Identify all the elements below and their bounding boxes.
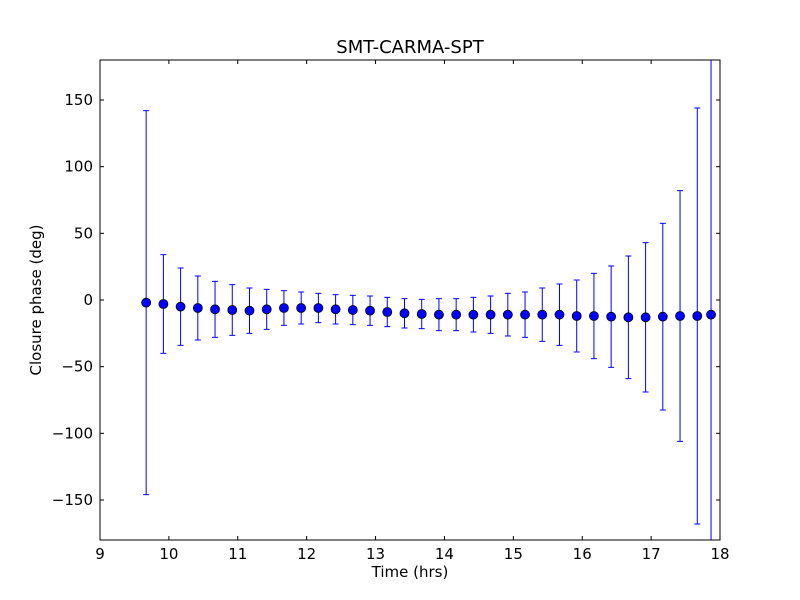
y-tick-label: 0 bbox=[83, 291, 93, 309]
data-point-23 bbox=[537, 309, 548, 320]
data-point-17 bbox=[434, 309, 444, 320]
data-point-18 bbox=[451, 309, 462, 320]
data-point-12 bbox=[347, 305, 358, 315]
y-tick-label: −100 bbox=[52, 424, 93, 442]
y-tick-label: 150 bbox=[64, 91, 93, 109]
x-tick-label: 15 bbox=[504, 545, 523, 563]
x-tick-label: 10 bbox=[159, 545, 178, 563]
x-tick-label: 11 bbox=[228, 545, 247, 563]
data-point-0 bbox=[141, 297, 152, 308]
data-point-24 bbox=[554, 309, 565, 320]
data-point-13 bbox=[365, 305, 375, 316]
data-point-15 bbox=[399, 308, 410, 319]
data-point-4 bbox=[210, 304, 220, 315]
data-point-29 bbox=[640, 312, 651, 323]
data-point-3 bbox=[192, 303, 203, 313]
x-tick-label: 18 bbox=[710, 545, 729, 563]
x-tick-label: 9 bbox=[95, 545, 105, 563]
y-tick-label: −150 bbox=[52, 491, 93, 509]
chart-title: SMT-CARMA-SPT bbox=[336, 37, 484, 58]
x-axis-label: Time (hrs) bbox=[371, 563, 449, 581]
y-tick-label: 100 bbox=[64, 158, 93, 176]
data-point-22 bbox=[520, 309, 530, 320]
data-point-19 bbox=[468, 309, 479, 320]
y-axis-ticks: −150 −100 −50 0 50 100 150 bbox=[52, 91, 720, 509]
data-point-28 bbox=[623, 312, 634, 323]
data-point-31 bbox=[675, 311, 685, 321]
y-axis-label: Closure phase (deg) bbox=[27, 225, 45, 376]
x-tick-label: 14 bbox=[435, 545, 454, 563]
data-point-25 bbox=[571, 311, 582, 321]
x-axis-ticks: 9 10 11 12 13 14 15 16 17 18 bbox=[95, 60, 730, 563]
data-point-5 bbox=[227, 305, 238, 315]
x-tick-label: 16 bbox=[573, 545, 592, 563]
data-point-16 bbox=[416, 309, 427, 319]
data-point-1 bbox=[158, 299, 169, 309]
data-point-8 bbox=[279, 303, 289, 313]
marker-layer bbox=[141, 297, 716, 323]
data-point-9 bbox=[296, 303, 307, 313]
x-tick-label: 17 bbox=[642, 545, 661, 563]
y-tick-label: −50 bbox=[61, 358, 93, 376]
data-point-20 bbox=[485, 309, 496, 320]
y-tick-label: 50 bbox=[74, 224, 93, 242]
data-point-10 bbox=[313, 303, 324, 313]
data-point-30 bbox=[657, 311, 668, 322]
data-point-7 bbox=[261, 304, 272, 315]
data-point-2 bbox=[175, 301, 186, 312]
data-point-21 bbox=[502, 309, 513, 320]
data-point-14 bbox=[382, 307, 393, 317]
plot-area bbox=[100, 60, 720, 540]
x-tick-label: 12 bbox=[297, 545, 316, 563]
data-point-27 bbox=[606, 311, 617, 322]
data-point-32 bbox=[692, 311, 703, 321]
data-point-11 bbox=[330, 304, 341, 315]
data-point-33 bbox=[706, 309, 716, 320]
x-tick-label: 13 bbox=[366, 545, 385, 563]
data-point-6 bbox=[244, 305, 255, 316]
data-point-26 bbox=[589, 311, 599, 321]
